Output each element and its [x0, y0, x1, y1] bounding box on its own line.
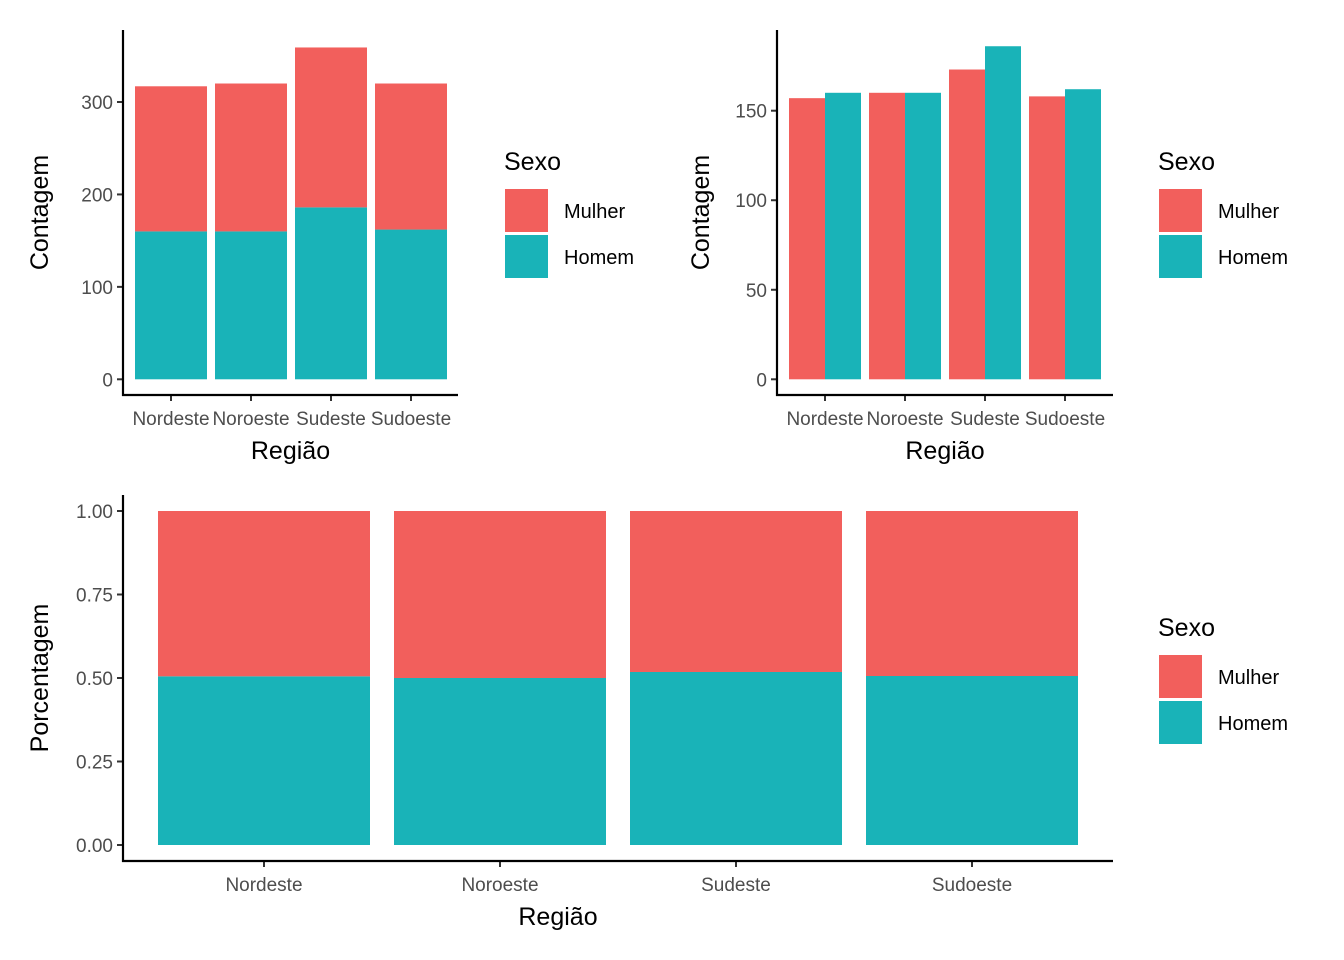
bar-sudoeste-homem — [866, 675, 1078, 845]
bar-noroeste-homem — [905, 92, 941, 380]
x-tick-label: Noroeste — [212, 409, 289, 430]
x-ticks: Nordeste Noroeste Sudeste Sudoeste — [225, 861, 1012, 896]
legend-label-homem: Homem — [1218, 247, 1288, 269]
bars — [789, 46, 1101, 380]
y-tick-label: 0.50 — [76, 669, 113, 690]
bar-sudeste-mulher — [295, 47, 367, 208]
legend: Sexo Mulher Homem — [1158, 148, 1288, 278]
bar-sudeste-homem — [985, 46, 1021, 380]
legend-key-mulher — [1159, 655, 1202, 698]
legend-title: Sexo — [504, 148, 561, 176]
legend-key-homem — [1159, 235, 1202, 278]
y-axis-title: Contagem — [26, 155, 54, 270]
legend: Sexo Mulher Homem — [1158, 614, 1288, 744]
stacked-count-chart: 0 100 200 300 Nordeste Noroeste Sudeste Sudoes… — [26, 30, 634, 465]
legend-key-homem — [1159, 701, 1202, 744]
bar-sudeste-mulher — [630, 511, 842, 672]
bar-nordeste-homem — [158, 676, 370, 845]
bar-noroeste-mulher — [869, 92, 905, 380]
y-tick-label: 0.25 — [76, 753, 113, 774]
y-tick-label: 300 — [81, 93, 113, 114]
bar-noroeste-mulher — [394, 511, 606, 678]
bar-sudoeste-mulher — [375, 83, 447, 230]
bar-nordeste-mulher — [789, 98, 825, 380]
legend-key-mulher — [1159, 189, 1202, 232]
x-axis-title: Região — [251, 437, 330, 465]
bar-nordeste-mulher — [135, 86, 207, 232]
x-tick-label: Sudeste — [701, 875, 771, 896]
x-tick-label: Sudeste — [950, 409, 1020, 430]
x-tick-label: Sudoeste — [932, 875, 1012, 896]
bar-sudeste-homem — [295, 207, 367, 380]
legend-label-homem: Homem — [564, 247, 634, 269]
x-ticks: Nordeste Noroeste Sudeste Sudoeste — [132, 395, 451, 430]
bar-sudoeste-homem — [1065, 89, 1101, 380]
y-tick-label: 200 — [81, 185, 113, 206]
fill-proportion-chart: 0.00 0.25 0.50 0.75 1.00 Nordeste Noroeste Sud… — [26, 495, 1288, 931]
y-tick-label: 100 — [735, 191, 767, 212]
bars — [135, 47, 447, 380]
y-axis-title: Contagem — [687, 155, 715, 270]
bars — [158, 511, 1078, 845]
y-tick-label: 0.00 — [76, 836, 113, 857]
x-ticks: Nordeste Noroeste Sudeste Sudoeste — [786, 395, 1105, 430]
x-tick-label: Nordeste — [786, 409, 863, 430]
y-ticks: 0.00 0.25 0.50 0.75 1.00 — [76, 502, 123, 857]
bar-noroeste-homem — [215, 231, 287, 380]
y-tick-label: 100 — [81, 278, 113, 299]
legend-label-mulher: Mulher — [1218, 667, 1279, 689]
y-ticks: 0 50 100 150 — [735, 102, 777, 391]
bar-nordeste-mulher — [158, 511, 370, 677]
x-tick-label: Nordeste — [225, 875, 302, 896]
x-axis-title: Região — [905, 437, 984, 465]
x-tick-label: Nordeste — [132, 409, 209, 430]
legend-title: Sexo — [1158, 148, 1215, 176]
legend-label-mulher: Mulher — [1218, 201, 1279, 223]
bar-sudoeste-mulher — [1029, 96, 1065, 380]
dodged-count-chart: 0 50 100 150 Nordeste Noroeste Sudeste Sudoest… — [687, 30, 1288, 465]
legend-label-mulher: Mulher — [564, 201, 625, 223]
legend-label-homem: Homem — [1218, 713, 1288, 735]
bar-nordeste-homem — [135, 231, 207, 380]
bar-sudoeste-mulher — [866, 511, 1078, 676]
bar-noroeste-homem — [394, 678, 606, 845]
x-tick-label: Sudoeste — [1025, 409, 1105, 430]
bar-nordeste-homem — [825, 92, 861, 380]
x-tick-label: Noroeste — [866, 409, 943, 430]
x-tick-label: Sudeste — [296, 409, 366, 430]
legend-key-mulher — [505, 189, 548, 232]
x-tick-label: Sudoeste — [371, 409, 451, 430]
bar-sudeste-mulher — [949, 69, 985, 380]
bar-sudoeste-homem — [375, 229, 447, 380]
y-tick-label: 150 — [735, 102, 767, 123]
legend: Sexo Mulher Homem — [504, 148, 634, 278]
x-tick-label: Noroeste — [461, 875, 538, 896]
y-tick-label: 50 — [746, 281, 767, 302]
y-tick-label: 1.00 — [76, 502, 113, 523]
y-tick-label: 0.75 — [76, 586, 113, 607]
legend-title: Sexo — [1158, 614, 1215, 642]
x-axis-title: Região — [518, 903, 597, 931]
bar-noroeste-mulher — [215, 83, 287, 232]
y-ticks: 0 100 200 300 — [81, 93, 123, 391]
bar-sudeste-homem — [630, 671, 842, 845]
y-tick-label: 0 — [756, 370, 767, 391]
y-tick-label: 0 — [102, 370, 113, 391]
legend-key-homem — [505, 235, 548, 278]
y-axis-title: Porcentagem — [26, 604, 54, 753]
